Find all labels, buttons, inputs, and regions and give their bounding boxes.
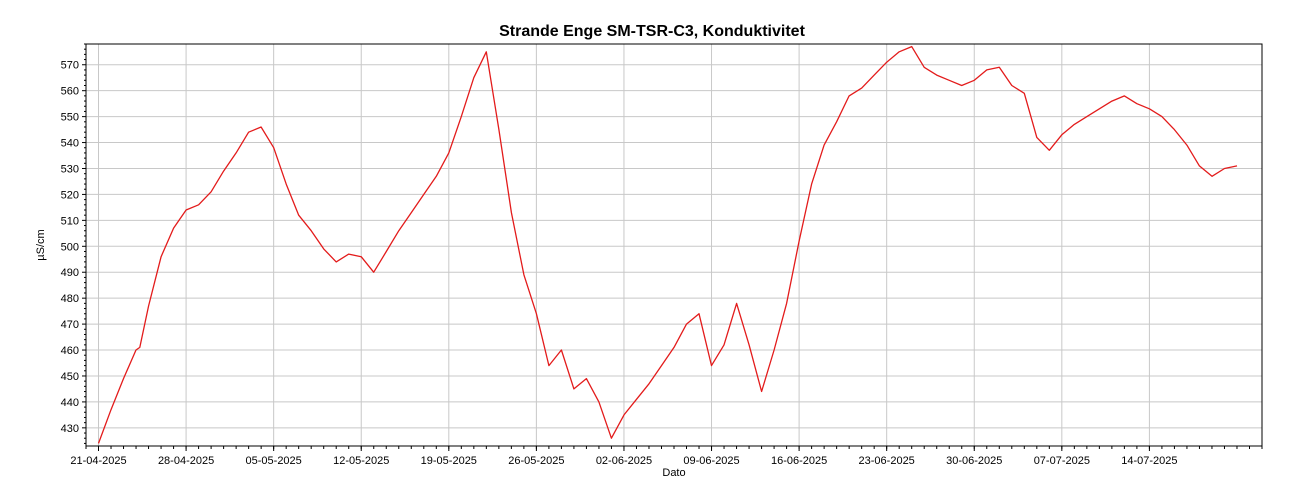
y-tick-label: 570 [61, 60, 79, 72]
x-tick-label: 09-06-2025 [683, 455, 739, 467]
y-tick-label: 450 [61, 371, 79, 383]
x-tick-label: 26-05-2025 [508, 455, 564, 467]
x-tick-label: 12-05-2025 [333, 455, 389, 467]
y-tick-label: 470 [61, 319, 79, 331]
y-tick-label: 510 [61, 215, 79, 227]
x-axis-label: Dato [662, 467, 685, 479]
x-tick-label: 23-06-2025 [859, 455, 915, 467]
grid-layer [86, 44, 1262, 446]
x-tick-label: 16-06-2025 [771, 455, 827, 467]
y-tick-label: 550 [61, 112, 79, 124]
y-tick-label: 460 [61, 345, 79, 357]
y-tick-label: 500 [61, 241, 79, 253]
x-tick-label: 28-04-2025 [158, 455, 214, 467]
ticks-layer: 430 440 450 460 470 480 490 500 510 520 530 540 550 5… [61, 43, 1263, 467]
x-tick-label: 05-05-2025 [246, 455, 302, 467]
y-axis-label: µS/cm [35, 229, 47, 260]
x-tick-label: 02-06-2025 [596, 455, 652, 467]
x-tick-label: 21-04-2025 [70, 455, 126, 467]
y-tick-label: 540 [61, 138, 79, 150]
y-tick-label: 490 [61, 267, 79, 279]
y-tick-label: 440 [61, 397, 79, 409]
y-tick-label: 560 [61, 86, 79, 98]
y-tick-label: 520 [61, 189, 79, 201]
series-line [97, 45, 1238, 444]
y-tick-label: 480 [61, 293, 79, 305]
x-tick-label: 14-07-2025 [1121, 455, 1177, 467]
y-tick-label: 430 [61, 423, 79, 435]
series-layer [97, 45, 1238, 444]
chart-title: Strande Enge SM-TSR-C3, Konduktivitet [499, 23, 805, 40]
y-tick-label: 530 [61, 163, 79, 175]
x-tick-label: 07-07-2025 [1034, 455, 1090, 467]
x-tick-label: 19-05-2025 [421, 455, 477, 467]
plot-frame [85, 43, 1263, 447]
x-tick-label: 30-06-2025 [946, 455, 1002, 467]
